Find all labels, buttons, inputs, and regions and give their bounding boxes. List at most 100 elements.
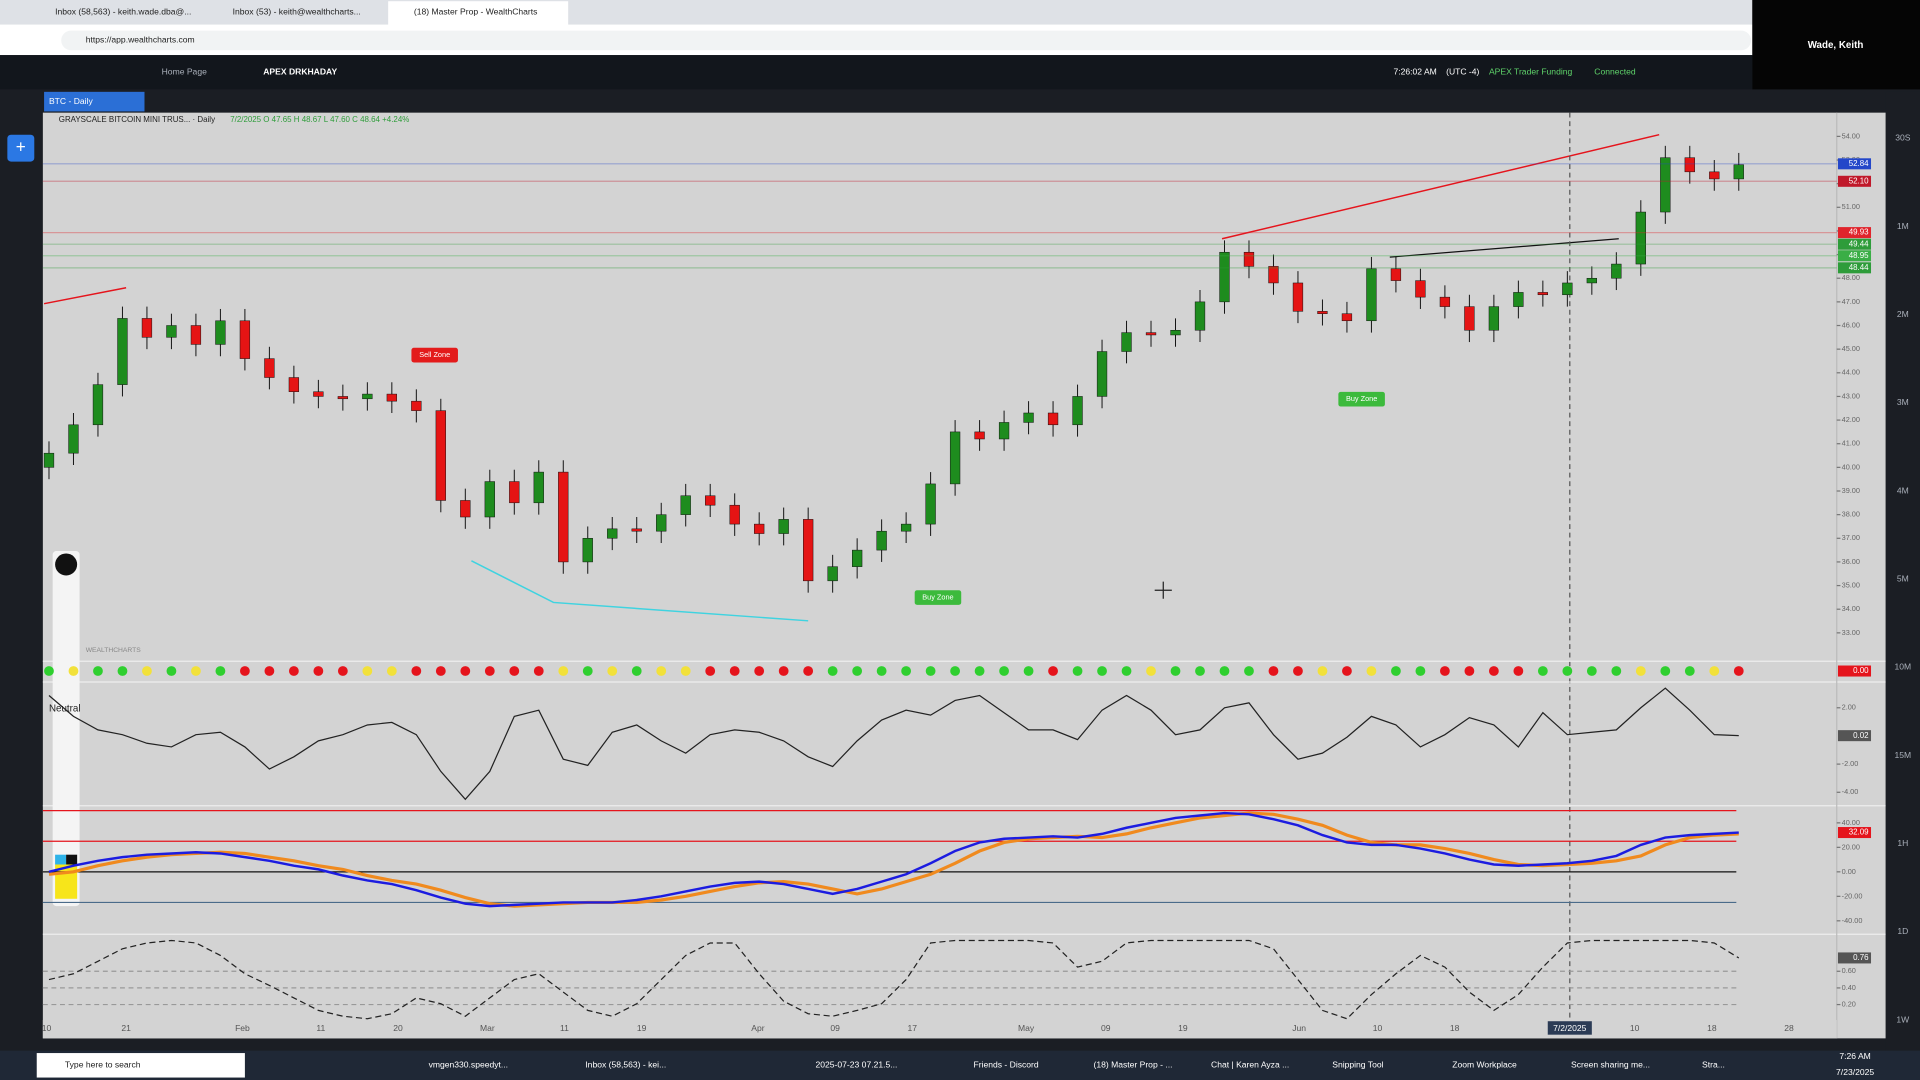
- header-tab[interactable]: APEX DRKHADAY: [263, 67, 337, 77]
- taskbar-app[interactable]: Zoom Workplace: [1452, 1060, 1517, 1070]
- signal-dot: [1586, 666, 1597, 676]
- signal-dot: [1342, 666, 1352, 676]
- tab-strip: [0, 0, 1920, 25]
- taskbar-app[interactable]: 2025-07-23 07.21.5...: [816, 1060, 898, 1070]
- candle-body: [435, 410, 446, 501]
- value-badge: [1837, 665, 1872, 677]
- color-swatch[interactable]: [55, 854, 67, 865]
- timeframe[interactable]: 1M: [1897, 221, 1909, 231]
- timeframe[interactable]: 3M: [1897, 397, 1909, 407]
- candle-body: [558, 471, 569, 563]
- candle-body: [900, 523, 912, 532]
- signal-dot: [803, 666, 814, 676]
- signal-dot: [1709, 666, 1720, 676]
- signal-dot: [142, 666, 152, 676]
- candle-body: [190, 325, 202, 345]
- taskbar-app[interactable]: vmgen330.speedyt...: [429, 1060, 508, 1070]
- signal-dot: [1146, 666, 1156, 676]
- ohlc-header: 7/2/2025 O 47.65 H 48.67 L 47.60 C 48.64…: [230, 115, 409, 124]
- signal-dot: [901, 666, 912, 676]
- tool-pin[interactable]: [55, 553, 78, 576]
- y-tick-label: 37.00: [1842, 533, 1860, 542]
- zone-label: Sell Zone: [419, 350, 450, 359]
- candle-body: [1341, 313, 1353, 322]
- signal-dot: [558, 666, 569, 676]
- candle-body: [1219, 251, 1230, 303]
- timeframe[interactable]: 10M: [1895, 662, 1912, 672]
- value-badge-label: 49.93: [1849, 228, 1869, 237]
- candle-body: [925, 483, 936, 525]
- x-tick-label: Mar: [480, 1023, 495, 1033]
- candle-body: [533, 471, 544, 504]
- candle-body: [239, 320, 251, 359]
- candle-body: [1366, 268, 1377, 322]
- candle-body: [803, 519, 814, 582]
- signal-dot: [1219, 666, 1230, 676]
- taskbar-app[interactable]: Snipping Tool: [1332, 1060, 1383, 1070]
- timeframe[interactable]: 1W: [1896, 1014, 1910, 1024]
- url-field[interactable]: [61, 30, 1752, 51]
- candle-body: [92, 384, 104, 426]
- y-tick-label: 2.00: [1842, 703, 1856, 712]
- signal-dot: [117, 666, 128, 676]
- taskbar-app[interactable]: Inbox (58,563) - kei...: [585, 1060, 666, 1070]
- app-header: [0, 55, 1753, 90]
- timeframe[interactable]: 15M: [1895, 750, 1912, 760]
- watermark: WEALTHCHARTS: [86, 647, 142, 654]
- value-badge-label: 32.09: [1849, 828, 1869, 837]
- signal-dot: [1195, 666, 1205, 676]
- browser-tab[interactable]: Inbox (58,563) - keith.wade.dba@...: [55, 7, 191, 17]
- value-badge: [1837, 262, 1872, 274]
- signal-dot: [827, 666, 838, 676]
- timeframe[interactable]: 1D: [1897, 926, 1908, 936]
- y-tick-label: 38.00: [1842, 510, 1860, 519]
- candle-body: [631, 528, 642, 532]
- zone-label-box: [411, 347, 458, 363]
- taskbar-app[interactable]: Screen sharing me...: [1571, 1060, 1650, 1070]
- x-tick-label: 18: [1450, 1023, 1460, 1033]
- signal-dot: [264, 666, 275, 676]
- account: APEX Trader Funding: [1489, 67, 1573, 77]
- candle-body: [680, 495, 691, 515]
- signal-dot: [680, 666, 691, 676]
- signal-dot: [1562, 666, 1573, 676]
- signal-dot: [215, 666, 226, 676]
- chart-tab-label: BTC - Daily: [49, 96, 93, 106]
- zone-label-box: [1338, 391, 1385, 407]
- candle-body: [1292, 282, 1304, 312]
- signal-dot: [1317, 666, 1328, 676]
- taskbar-app[interactable]: Chat | Karen Ayza ...: [1211, 1060, 1289, 1070]
- signal-dot: [1733, 666, 1744, 676]
- signal-dot: [925, 666, 936, 676]
- add-icon: +: [16, 137, 26, 157]
- candle-body: [460, 500, 471, 518]
- search-box[interactable]: [36, 1053, 245, 1078]
- add-button[interactable]: [7, 134, 35, 162]
- taskbar-app[interactable]: Stra...: [1702, 1060, 1725, 1070]
- color-swatch[interactable]: [66, 854, 78, 865]
- timeframe[interactable]: 4M: [1897, 485, 1909, 495]
- y-tick-label: -2.00: [1842, 759, 1859, 768]
- chart-tab[interactable]: [44, 91, 145, 112]
- signal-dot: [1415, 666, 1426, 676]
- signal-dot: [950, 666, 960, 676]
- y-tick-label: -4.00: [1842, 787, 1859, 796]
- x-tick-label: 28: [1784, 1023, 1794, 1033]
- connection-status: Connected: [1594, 67, 1636, 77]
- timeframe[interactable]: 1H: [1897, 838, 1908, 848]
- timeframe[interactable]: 2M: [1897, 309, 1909, 319]
- taskbar-app[interactable]: (18) Master Prop - ...: [1093, 1060, 1172, 1070]
- value-badge-label: 52.10: [1849, 176, 1869, 185]
- signal-dot: [778, 666, 789, 676]
- y-tick-label: 46.00: [1842, 320, 1860, 329]
- header-tab[interactable]: Home Page: [162, 67, 207, 77]
- candle-body: [1072, 396, 1083, 426]
- browser-tab[interactable]: (18) Master Prop - WealthCharts: [414, 7, 538, 17]
- timeframe[interactable]: 5M: [1897, 573, 1909, 583]
- browser-tab[interactable]: Inbox (53) - keith@wealthcharts...: [233, 7, 361, 17]
- timeframe[interactable]: 30S: [1895, 133, 1911, 143]
- taskbar-app[interactable]: Friends - Discord: [973, 1060, 1038, 1070]
- y-tick-label: 44.00: [1842, 368, 1860, 377]
- candle-body: [1121, 332, 1132, 352]
